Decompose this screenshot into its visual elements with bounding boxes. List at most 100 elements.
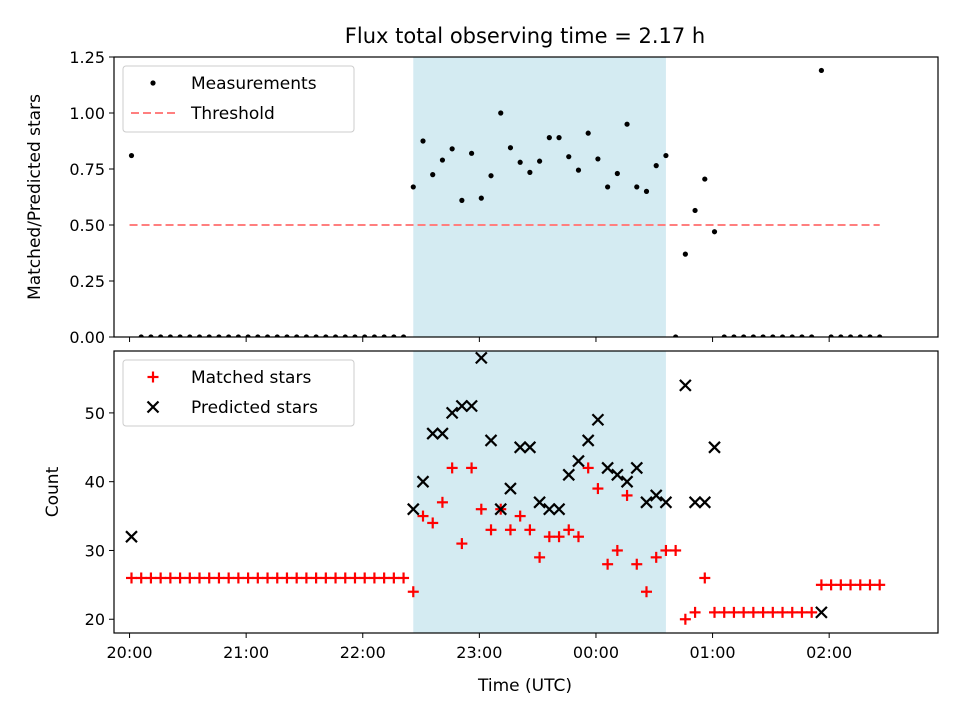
measurement-point	[818, 67, 824, 74]
legend-label: Matched stars	[191, 368, 311, 388]
matched-star-point	[242, 572, 254, 584]
matched-star-point	[271, 572, 283, 584]
measurement-point	[196, 334, 203, 337]
measurement-point	[206, 334, 212, 337]
y-tick-label: 50	[85, 404, 105, 423]
measurement-point	[556, 135, 562, 141]
measurement-point	[546, 135, 552, 141]
y-tick-label: 0.75	[69, 160, 105, 179]
matched-star-point	[767, 606, 779, 618]
legend-swatch-b	[146, 400, 160, 414]
matched-star-point	[786, 606, 798, 618]
matched-star-point	[524, 524, 536, 536]
measurement-point	[692, 207, 698, 214]
matched-star-point	[427, 517, 439, 529]
matched-star-point	[592, 483, 604, 495]
matched-star-point	[349, 572, 361, 584]
measurement-point	[177, 334, 183, 337]
x-tick-label: 22:00	[340, 643, 386, 662]
predicted-star-point	[581, 434, 595, 447]
matched-star-point	[534, 551, 546, 563]
matched-star-point	[631, 558, 643, 570]
predicted-star-point	[484, 434, 498, 447]
measurement-point	[128, 152, 135, 159]
measurement-point	[264, 334, 271, 337]
matched-star-point	[446, 462, 458, 474]
predicted-star-point-b	[659, 496, 673, 509]
predicted-star-point-b	[552, 502, 566, 516]
y-axis-label: Matched/Predicted stars	[25, 94, 45, 300]
legend-swatch	[150, 80, 156, 86]
matched-star-point	[378, 572, 390, 584]
measurement-point	[575, 167, 582, 173]
predicted-star-point	[572, 454, 585, 468]
predicted-star-point-b	[581, 434, 595, 447]
matched-star-point	[815, 579, 827, 591]
measurement-point	[391, 334, 397, 337]
predicted-star-point	[475, 351, 488, 365]
predicted-star-point-b	[475, 351, 488, 365]
predicted-star-point	[407, 502, 420, 516]
plot-area	[125, 351, 886, 625]
matched-star-point	[330, 572, 342, 584]
matched-star-point	[145, 572, 157, 584]
measurement-point	[750, 334, 756, 337]
predicted-star-point	[445, 406, 459, 420]
legend-label: Threshold	[190, 104, 275, 124]
matched-star-point	[252, 572, 264, 584]
matched-star-point	[514, 510, 526, 522]
measurement-point	[362, 334, 368, 337]
matched-star-point	[164, 572, 176, 584]
legend-box	[122, 359, 355, 427]
predicted-star-point	[426, 427, 439, 440]
legend: Matched stars Predicted stars	[122, 359, 355, 427]
measurement-point	[702, 176, 708, 182]
predicted-star-point	[533, 496, 546, 509]
measurement-point	[867, 334, 873, 337]
matched-star-point	[582, 462, 594, 474]
matched-star-point	[232, 572, 244, 584]
predicted-star-point-b	[630, 461, 644, 475]
measurement-point	[838, 334, 844, 337]
matched-star-point	[184, 572, 196, 584]
matched-star-point	[611, 544, 623, 556]
x-tick-label: 02:00	[806, 643, 852, 662]
predicted-star-point-b	[698, 496, 712, 509]
predicted-star-point-b	[125, 530, 138, 543]
measurement-point	[847, 334, 854, 337]
measurement-point	[303, 334, 309, 337]
measurement-point	[255, 334, 261, 337]
measurement-point	[439, 157, 446, 163]
measurement-point	[274, 334, 280, 337]
legend-label: Predicted stars	[191, 398, 318, 418]
y-tick-label: 30	[85, 541, 105, 560]
measurement-point	[410, 184, 416, 190]
matched-star-point	[398, 572, 410, 584]
y-tick-label: 0.00	[69, 328, 105, 347]
predicted-star-point-b	[708, 441, 721, 454]
predicted-star-point	[455, 399, 469, 413]
measurement-point	[624, 121, 630, 127]
matched-star-point	[456, 538, 468, 550]
measurement-point	[517, 159, 523, 165]
predicted-star-point-b	[649, 489, 663, 502]
measurement-point	[235, 334, 241, 337]
predicted-star-point	[815, 606, 828, 619]
measurement-point	[167, 334, 173, 337]
measurement-point	[799, 334, 805, 337]
predicted-star-point	[688, 496, 702, 509]
y-axis-label: Count	[43, 466, 63, 517]
measurement-point	[760, 334, 766, 337]
measurement-point	[294, 334, 300, 337]
measurement-point	[284, 334, 290, 337]
legend: Measurements Threshold	[122, 65, 355, 133]
measurement-point	[566, 154, 572, 160]
measurement-point	[430, 172, 436, 178]
measurement-point	[711, 229, 718, 235]
legend-swatch	[146, 400, 160, 414]
predicted-star-point	[465, 399, 478, 413]
measurement-point	[585, 130, 591, 136]
matched-star-point	[660, 544, 672, 556]
matched-star-point	[709, 606, 721, 618]
